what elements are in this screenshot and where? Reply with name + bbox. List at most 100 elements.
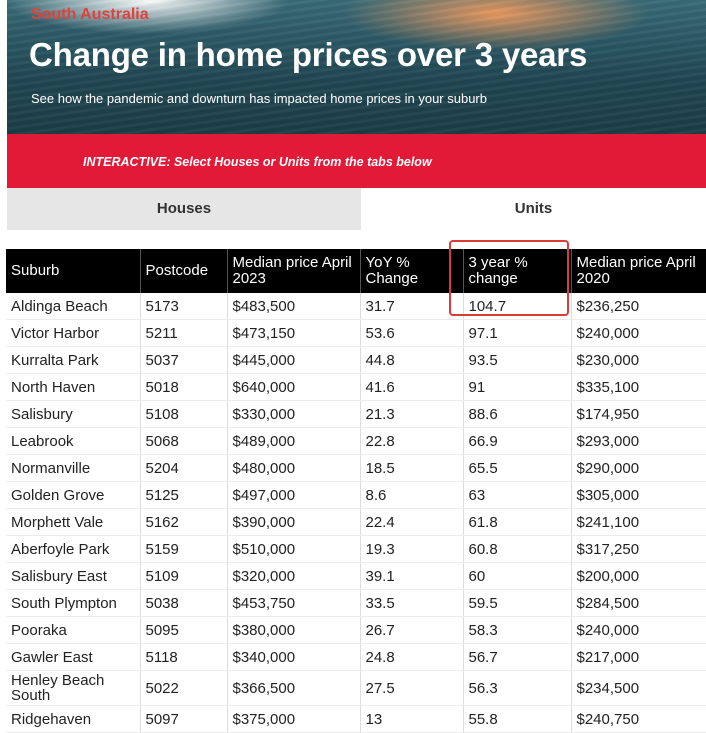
cell-suburb: Victor Harbor — [6, 319, 141, 347]
cell-3-year: 59.5 — [463, 589, 572, 617]
tab-houses[interactable]: Houses — [7, 188, 361, 230]
cell-suburb: Aldinga Beach — [6, 293, 141, 320]
cell-yoy: 39.1 — [360, 562, 464, 590]
cell-suburb: Normanville — [6, 454, 141, 482]
table-row: Pooraka 5095 $380,000 26.7 58.3 $240,000 — [6, 616, 706, 644]
cell-3-year: 61.8 — [463, 508, 572, 536]
cell-yoy: 31.7 — [360, 293, 464, 320]
cell-suburb: Gawler East — [6, 643, 141, 671]
cell-median-2020: $234,500 — [571, 670, 706, 706]
cell-median-2020: $240,000 — [571, 319, 706, 347]
table-row: Gawler East 5118 $340,000 24.8 56.7 $217,000 — [6, 643, 706, 671]
cell-postcode: 5108 — [140, 400, 228, 428]
cell-3-year: 97.1 — [463, 319, 572, 347]
cell-yoy: 41.6 — [360, 373, 464, 401]
cell-median-2023: $380,000 — [227, 616, 361, 644]
cell-3-year: 55.8 — [463, 705, 572, 733]
tab-units[interactable]: Units — [361, 188, 706, 230]
cell-median-2020: $236,250 — [571, 293, 706, 320]
cell-yoy: 24.8 — [360, 643, 464, 671]
cell-median-2020: $293,000 — [571, 427, 706, 455]
cell-median-2023: $330,000 — [227, 400, 361, 428]
cell-3-year: 56.3 — [463, 670, 572, 706]
column-header-suburb[interactable]: Suburb — [6, 249, 141, 293]
cell-median-2020: $200,000 — [571, 562, 706, 590]
cell-3-year: 63 — [463, 481, 572, 509]
cell-suburb: Ridgehaven — [6, 705, 141, 733]
cell-3-year: 93.5 — [463, 346, 572, 374]
cell-median-2023: $453,750 — [227, 589, 361, 617]
cell-median-2023: $473,150 — [227, 319, 361, 347]
cell-suburb: South Plympton — [6, 589, 141, 617]
cell-suburb: Pooraka — [6, 616, 141, 644]
cell-median-2023: $340,000 — [227, 643, 361, 671]
cell-postcode: 5068 — [140, 427, 228, 455]
cell-yoy: 18.5 — [360, 454, 464, 482]
page-title: Change in home prices over 3 years — [29, 36, 588, 73]
cell-suburb: Kurralta Park — [6, 346, 141, 374]
cell-median-2023: $320,000 — [227, 562, 361, 590]
cell-median-2023: $489,000 — [227, 427, 361, 455]
cell-3-year: 88.6 — [463, 400, 572, 428]
cell-suburb: Salisbury East — [6, 562, 141, 590]
cell-median-2023: $375,000 — [227, 705, 361, 733]
table-row: Leabrook 5068 $489,000 22.8 66.9 $293,000 — [6, 427, 706, 455]
cell-suburb: Golden Grove — [6, 481, 141, 509]
cell-median-2020: $284,500 — [571, 589, 706, 617]
cell-postcode: 5159 — [140, 535, 228, 563]
cell-yoy: 44.8 — [360, 346, 464, 374]
cell-median-2023: $640,000 — [227, 373, 361, 401]
table-row: Aldinga Beach 5173 $483,500 31.7 104.7 $236,2… — [6, 293, 706, 320]
cell-3-year: 56.7 — [463, 643, 572, 671]
cell-3-year: 66.9 — [463, 427, 572, 455]
table-row: Ridgehaven 5097 $375,000 13 55.8 $240,750 — [6, 705, 706, 733]
cell-median-2020: $241,100 — [571, 508, 706, 536]
hero-banner: South Australia Change in home prices ov… — [7, 0, 706, 134]
column-header-median-price-2020[interactable]: Median price April 2020 — [571, 249, 706, 293]
cell-median-2023: $390,000 — [227, 508, 361, 536]
table-row: Aberfoyle Park 5159 $510,000 19.3 60.8 $317,2… — [6, 535, 706, 563]
cell-postcode: 5162 — [140, 508, 228, 536]
cell-yoy: 13 — [360, 705, 464, 733]
column-header-3-year-change[interactable]: 3 year % change — [463, 249, 572, 293]
page-subtitle: See how the pandemic and downturn has im… — [31, 91, 487, 106]
cell-median-2020: $290,000 — [571, 454, 706, 482]
cell-postcode: 5038 — [140, 589, 228, 617]
cell-median-2020: $240,750 — [571, 705, 706, 733]
cell-yoy: 22.4 — [360, 508, 464, 536]
cell-3-year: 104.7 — [463, 293, 572, 320]
cell-3-year: 91 — [463, 373, 572, 401]
cell-yoy: 21.3 — [360, 400, 464, 428]
cell-3-year: 58.3 — [463, 616, 572, 644]
cell-yoy: 33.5 — [360, 589, 464, 617]
cell-median-2020: $335,100 — [571, 373, 706, 401]
table-row: Salisbury 5108 $330,000 21.3 88.6 $174,950 — [6, 400, 706, 428]
cell-postcode: 5097 — [140, 705, 228, 733]
cell-median-2023: $480,000 — [227, 454, 361, 482]
cell-median-2023: $366,500 — [227, 670, 361, 706]
cell-median-2023: $483,500 — [227, 293, 361, 320]
table-header-row: Suburb Postcode Median price April 2023 … — [6, 249, 706, 293]
cell-postcode: 5118 — [140, 643, 228, 671]
cell-median-2023: $497,000 — [227, 481, 361, 509]
column-header-postcode[interactable]: Postcode — [140, 249, 228, 293]
cell-suburb: Henley Beach South — [6, 670, 141, 706]
cell-median-2020: $174,950 — [571, 400, 706, 428]
cell-yoy: 27.5 — [360, 670, 464, 706]
cell-postcode: 5125 — [140, 481, 228, 509]
table-row: Victor Harbor 5211 $473,150 53.6 97.1 $240,00… — [6, 319, 706, 347]
table-row: North Haven 5018 $640,000 41.6 91 $335,100 — [6, 373, 706, 401]
cell-median-2023: $510,000 — [227, 535, 361, 563]
cell-3-year: 60.8 — [463, 535, 572, 563]
table-row: Salisbury East 5109 $320,000 39.1 60 $200,000 — [6, 562, 706, 590]
cell-postcode: 5018 — [140, 373, 228, 401]
cell-postcode: 5109 — [140, 562, 228, 590]
table-row: Golden Grove 5125 $497,000 8.6 63 $305,000 — [6, 481, 706, 509]
column-header-median-price-2023[interactable]: Median price April 2023 — [227, 249, 361, 293]
column-header-yoy-change[interactable]: YoY % Change — [360, 249, 464, 293]
table-row: Henley Beach South 5022 $366,500 27.5 56.3 $2… — [6, 670, 706, 706]
cell-postcode: 5211 — [140, 319, 228, 347]
table-row: South Plympton 5038 $453,750 33.5 59.5 $284,5… — [6, 589, 706, 617]
cell-median-2020: $240,000 — [571, 616, 706, 644]
cell-yoy: 8.6 — [360, 481, 464, 509]
